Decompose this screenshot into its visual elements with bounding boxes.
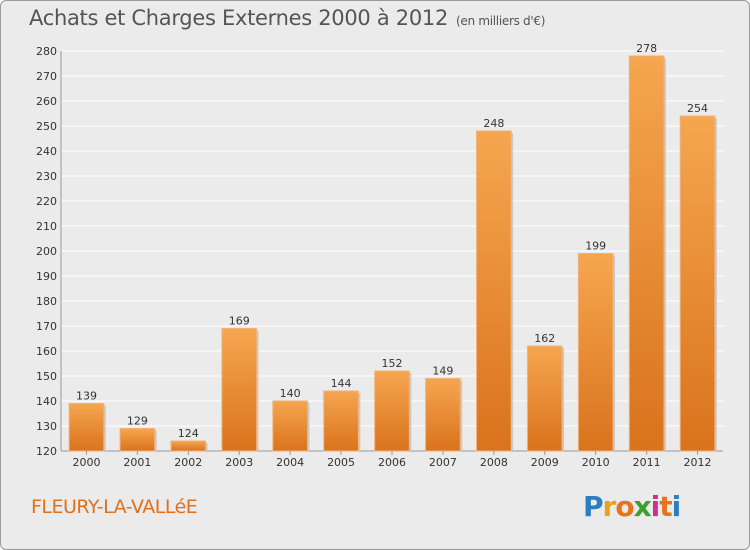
y-tick-label: 230 (36, 170, 57, 183)
bar (628, 55, 665, 452)
logo-letter: o (615, 490, 634, 523)
y-tick-label: 190 (36, 270, 57, 283)
data-label: 129 (127, 415, 148, 428)
y-tick-label: 220 (36, 195, 57, 208)
data-label: 140 (280, 387, 301, 400)
logo-letter: P (583, 490, 604, 523)
bar (221, 328, 258, 452)
x-tick-label: 2004 (276, 456, 304, 469)
bar (68, 403, 105, 452)
y-tick-label: 150 (36, 370, 57, 383)
bar (425, 378, 461, 452)
y-tick-label: 120 (36, 445, 57, 458)
bar (577, 253, 614, 452)
y-tick-label: 170 (36, 320, 57, 333)
y-tick-label: 210 (36, 220, 57, 233)
x-tick-label: 2007 (429, 456, 457, 469)
data-label: 278 (636, 42, 657, 55)
x-tick-label: 2005 (327, 456, 355, 469)
data-label: 162 (534, 332, 555, 345)
bar (119, 428, 156, 452)
y-tick-label: 260 (36, 95, 57, 108)
y-tick-label: 280 (36, 45, 57, 58)
x-tick-label: 2002 (174, 456, 202, 469)
data-label: 139 (76, 390, 97, 403)
logo-letter: x (633, 490, 652, 523)
bar (323, 390, 359, 452)
data-label: 149 (432, 365, 453, 378)
y-tick-label: 270 (36, 70, 57, 83)
x-tick-label: 2001 (123, 456, 151, 469)
data-label: 254 (687, 102, 708, 115)
commune-name: FLEURY-LA-VALLéE (31, 496, 198, 518)
y-tick-label: 180 (36, 295, 57, 308)
logo-letter: t (659, 490, 672, 523)
bar (526, 345, 563, 452)
y-tick-label: 130 (36, 420, 57, 433)
chart-title: Achats et Charges Externes 2000 à 2012 (e… (29, 6, 545, 30)
x-tick-label: 2011 (633, 456, 661, 469)
proxiti-logo[interactable]: Proxiti (583, 490, 682, 523)
data-label: 124 (178, 427, 199, 440)
data-label: 248 (483, 117, 504, 130)
unit-note: (en milliers d'€) (456, 14, 546, 28)
logo-letter: r (602, 490, 617, 523)
x-tick-label: 2008 (480, 456, 508, 469)
bar (170, 440, 207, 452)
bar (476, 130, 512, 452)
data-label: 152 (382, 357, 403, 370)
bar (374, 370, 410, 452)
x-tick-label: 2012 (684, 456, 712, 469)
data-label: 169 (229, 315, 250, 328)
logo-letter: i (671, 490, 682, 523)
y-tick-label: 240 (36, 145, 57, 158)
chart-title-text: Achats et Charges Externes 2000 à 2012 (29, 6, 449, 30)
y-tick-label: 250 (36, 120, 57, 133)
x-tick-label: 2009 (531, 456, 559, 469)
bar (272, 400, 308, 452)
bar (679, 115, 716, 452)
logo-letter: i (650, 490, 661, 523)
data-label: 144 (331, 377, 352, 390)
data-label: 199 (585, 240, 606, 253)
x-tick-label: 2000 (72, 456, 100, 469)
y-tick-label: 140 (36, 395, 57, 408)
x-tick-label: 2003 (225, 456, 253, 469)
x-tick-label: 2006 (378, 456, 406, 469)
y-tick-label: 160 (36, 345, 57, 358)
x-tick-label: 2010 (582, 456, 610, 469)
y-tick-label: 200 (36, 245, 57, 258)
